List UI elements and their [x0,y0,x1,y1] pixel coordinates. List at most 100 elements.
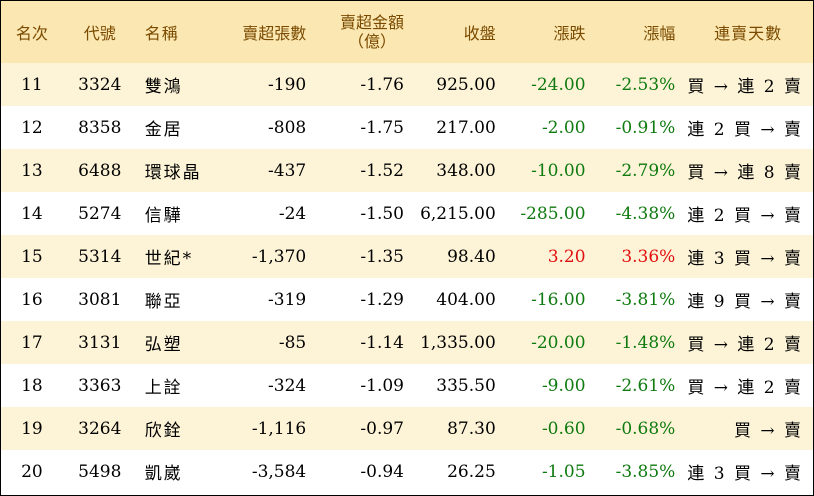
cell-close: 925.00 [436,74,496,95]
cell-change: -20.00 [531,332,586,353]
table-row: 17 3131 弘塑 -85 -1.14 1,335.00 -20.00 -1.48% 買 → … [1,321,813,364]
cell-rank: 20 [21,461,43,482]
cell-change: 3.20 [547,246,586,267]
cell-net-sell-lots: -1,370 [251,246,307,267]
table-header: 名次 代號 名稱 賣超張數 賣超金額 （億） 收盤 漲跌 漲幅 連賣天數 [1,1,813,63]
header-rank: 名次 [15,24,48,43]
cell-code: 5498 [78,461,122,482]
header-close: 收盤 [463,24,496,43]
cell-net-sell-lots: -437 [268,160,307,181]
cell-change: -0.60 [541,418,586,439]
cell-consecutive-days: 買 → 連 2 賣 [687,77,804,97]
table-row: 18 3363 上詮 -324 -1.09 335.50 -9.00 -2.61% 買 → 連 … [1,364,813,407]
cell-net-sell-amount: -1.52 [360,160,404,181]
cell-rank: 13 [21,160,43,181]
cell-close: 6,215.00 [420,203,496,224]
cell-name: 欣銓 [144,421,183,441]
table-row: 16 3081 聯亞 -319 -1.29 404.00 -16.00 -3.81% 連 9 買… [1,278,813,321]
cell-code: 5274 [78,203,122,224]
cell-close: 335.50 [436,375,496,396]
table-row: 13 6488 環球晶 -437 -1.52 348.00 -10.00 -2.79% 買 → … [1,149,813,192]
cell-net-sell-lots: -24 [278,203,307,224]
cell-net-sell-amount: -0.94 [360,461,404,482]
header-net-sell-amount-unit: （億） [347,32,396,51]
cell-net-sell-lots: -324 [268,375,307,396]
cell-close: 404.00 [436,289,496,310]
cell-consecutive-days: 連 2 買 → 賣 [687,120,804,140]
header-code: 代號 [83,24,116,43]
header-change-pct: 漲幅 [643,24,676,43]
cell-consecutive-days: 買 → 賣 [733,421,803,441]
cell-code: 5314 [78,246,122,267]
cell-net-sell-lots: -85 [278,332,307,353]
cell-change: -9.00 [541,375,586,396]
cell-change-pct: -0.68% [615,418,676,439]
header-name: 名稱 [144,24,179,43]
cell-code: 3363 [78,375,122,396]
cell-name: 弘塑 [144,335,183,355]
cell-close: 348.00 [436,160,496,181]
cell-name: 環球晶 [144,163,202,183]
table-row: 15 5314 世紀* -1,370 -1.35 98.40 3.20 3.36% 連 3 買 … [1,235,813,278]
table-row: 20 5498 凱崴 -3,584 -0.94 26.25 -1.05 -3.85% 連 3 買… [1,450,813,493]
cell-net-sell-amount: -1.75 [360,117,404,138]
cell-rank: 17 [21,332,43,353]
cell-close: 87.30 [447,418,496,439]
cell-consecutive-days: 連 2 買 → 賣 [687,206,804,226]
cell-change-pct: 3.36% [621,246,676,267]
cell-code: 6488 [78,160,122,181]
header-net-sell-lots: 賣超張數 [242,24,307,43]
cell-consecutive-days: 買 → 連 2 賣 [687,335,804,355]
cell-change: -10.00 [531,160,586,181]
cell-close: 1,335.00 [420,332,496,353]
cell-change-pct: -3.85% [615,461,676,482]
table-row: 11 3324 雙鴻 -190 -1.76 925.00 -24.00 -2.53% 買 → 連… [1,63,813,106]
cell-net-sell-lots: -808 [268,117,307,138]
cell-change-pct: -0.91% [615,117,676,138]
cell-change: -24.00 [531,74,586,95]
cell-change-pct: -1.48% [615,332,676,353]
cell-change-pct: -2.79% [615,160,676,181]
cell-rank: 12 [21,117,43,138]
cell-change-pct: -3.81% [615,289,676,310]
cell-name: 信驊 [144,206,183,226]
cell-consecutive-days: 連 3 買 → 賣 [687,249,804,269]
cell-rank: 11 [21,74,43,95]
cell-name: 金居 [144,120,183,140]
cell-consecutive-days: 買 → 連 2 賣 [687,378,804,398]
cell-net-sell-lots: -3,584 [251,461,307,482]
cell-net-sell-amount: -1.35 [360,246,404,267]
cell-name: 雙鴻 [144,77,183,97]
cell-change-pct: -2.61% [615,375,676,396]
cell-code: 8358 [78,117,122,138]
cell-rank: 19 [21,418,43,439]
cell-name: 上詮 [144,378,183,398]
cell-close: 98.40 [447,246,496,267]
cell-rank: 18 [21,375,43,396]
cell-net-sell-amount: -0.97 [360,418,404,439]
cell-net-sell-amount: -1.29 [360,289,404,310]
cell-net-sell-amount: -1.50 [360,203,404,224]
cell-code: 3324 [78,74,122,95]
cell-change: -2.00 [541,117,586,138]
cell-change: -285.00 [520,203,586,224]
cell-consecutive-days: 連 9 買 → 賣 [687,292,804,312]
cell-rank: 15 [21,246,43,267]
header-consecutive-days: 連賣天數 [714,24,783,43]
cell-code: 3081 [78,289,122,310]
cell-net-sell-amount: -1.09 [360,375,404,396]
header-net-sell-amount: 賣超金額 （億） [312,13,410,51]
cell-change: -1.05 [541,461,586,482]
cell-change: -16.00 [531,289,586,310]
cell-consecutive-days: 買 → 連 8 賣 [687,163,804,183]
cell-name: 聯亞 [144,292,183,312]
cell-change-pct: -4.38% [615,203,676,224]
header-net-sell-amount-label: 賣超金額 [339,13,404,32]
cell-net-sell-amount: -1.14 [360,332,404,353]
cell-name: 凱崴 [144,464,183,484]
cell-rank: 14 [21,203,43,224]
cell-net-sell-lots: -1,116 [251,418,307,439]
cell-close: 26.25 [447,461,496,482]
cell-net-sell-lots: -319 [268,289,307,310]
